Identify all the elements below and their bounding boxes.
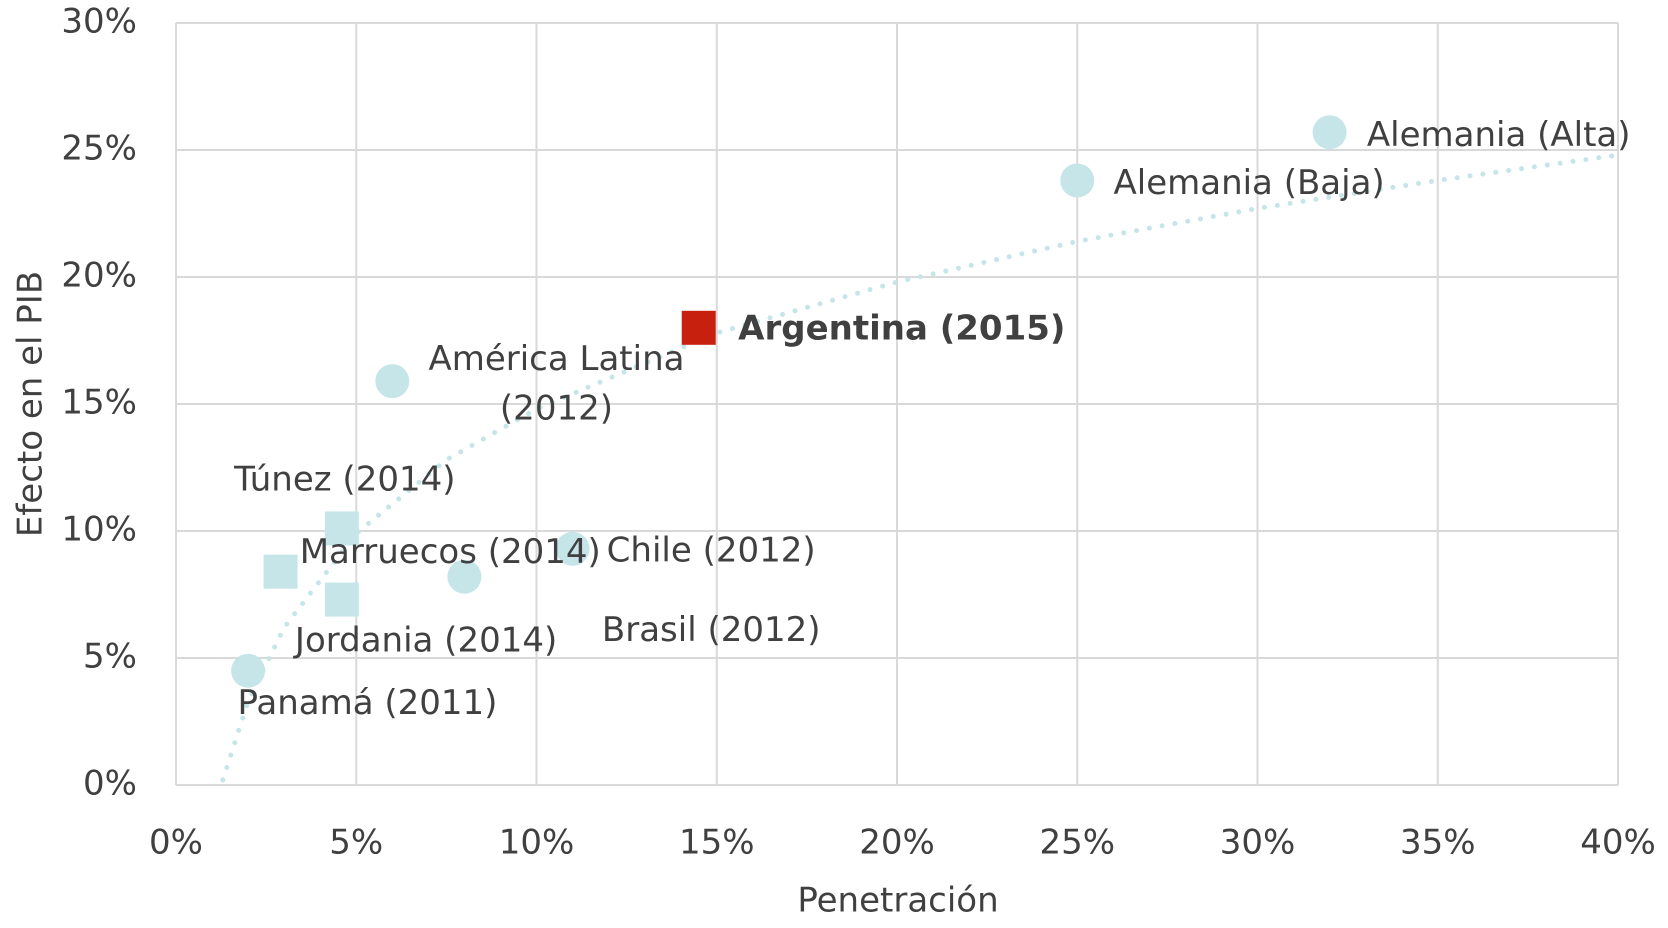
x-tick-label: 25% [1039, 823, 1115, 863]
point-label: Argentina (2015) [738, 308, 1065, 348]
point-circle [1060, 163, 1095, 198]
y-axis-label: Efecto en el PIB [11, 271, 51, 537]
y-tick-label: 0% [83, 764, 137, 804]
y-tick-label: 30% [61, 2, 137, 42]
point-label: Alemania (Baja) [1113, 163, 1384, 203]
point-square [681, 310, 716, 345]
point-square [263, 554, 298, 589]
point-label: Alemania (Alta) [1367, 115, 1631, 155]
point-circle [231, 653, 266, 688]
point-label: Marruecos (2014) [300, 532, 601, 572]
point-label: Túnez (2014) [233, 460, 455, 500]
point-label: Chile (2012) [607, 530, 816, 570]
point-label-line: América Latina [428, 339, 684, 379]
y-tick-label: 5% [83, 637, 137, 677]
point-label: Jordania (2014) [293, 620, 557, 660]
point-label-line: (2012) [500, 388, 613, 428]
x-tick-label: 30% [1220, 823, 1296, 863]
point-circle [447, 559, 482, 594]
x-tick-label: 5% [329, 823, 383, 863]
y-tick-label: 15% [61, 383, 137, 423]
point-square [324, 582, 359, 617]
point-circle [555, 531, 590, 566]
point-label: América Latina (2012) [428, 339, 684, 429]
point-label: Panamá (2011) [237, 683, 497, 723]
x-tick-label: 35% [1400, 823, 1476, 863]
point-circle [375, 364, 410, 399]
y-tick-label: 25% [61, 129, 137, 169]
x-tick-label: 15% [679, 823, 755, 863]
x-tick-label: 10% [499, 823, 575, 863]
y-tick-label: 10% [61, 510, 137, 550]
point-square [324, 511, 359, 546]
point-label: Brasil (2012) [602, 610, 821, 650]
x-tick-label: 40% [1580, 823, 1656, 863]
x-axis-label: Penetración [797, 881, 998, 921]
point-circle [1312, 115, 1347, 150]
x-tick-label: 0% [149, 823, 203, 863]
x-tick-label: 20% [859, 823, 935, 863]
y-tick-label: 20% [61, 256, 137, 296]
